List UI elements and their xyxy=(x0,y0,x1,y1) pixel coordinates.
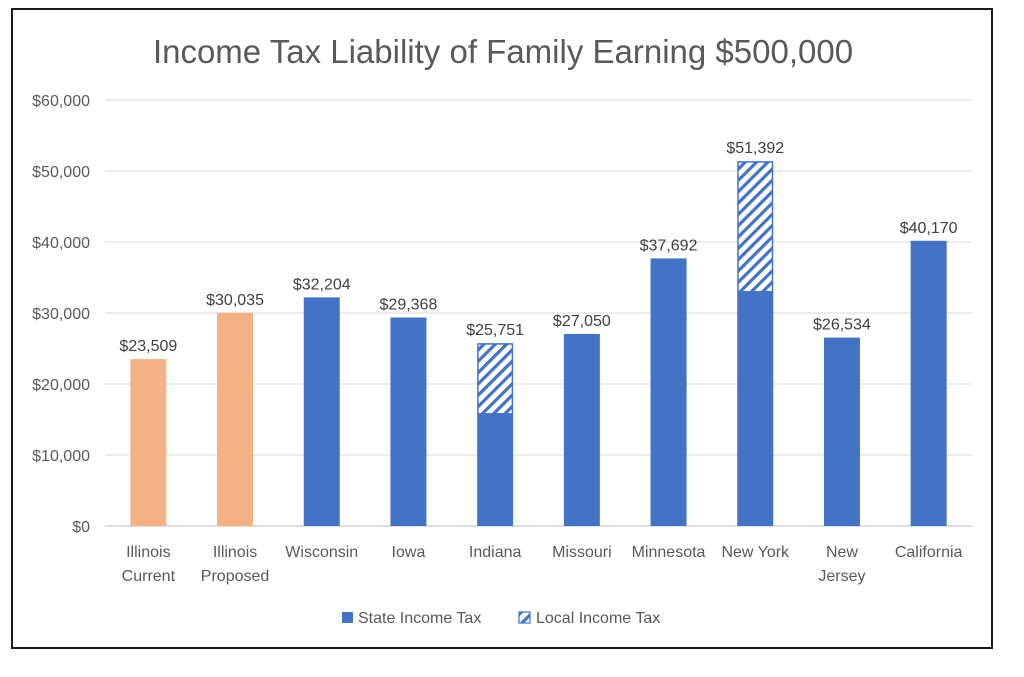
bar-local-income-tax xyxy=(477,343,514,415)
legend-swatch-local xyxy=(518,611,531,624)
category-label: Jersey xyxy=(818,568,865,585)
category-label: Missouri xyxy=(552,544,612,561)
category-labels: Illinois Current Illinois Proposed Wisconsin… xyxy=(122,544,963,585)
y-tick-label: $50,000 xyxy=(32,164,90,181)
data-label: $23,509 xyxy=(119,338,177,355)
y-tick-label: $30,000 xyxy=(32,306,90,323)
bar-local-income-tax xyxy=(737,161,774,293)
category-label: California xyxy=(895,544,963,561)
bars xyxy=(130,161,947,526)
y-axis-ticks: $0 $10,000 $20,000 $30,000 $40,000 $50,000 $60… xyxy=(32,93,90,536)
bar-state-income-tax xyxy=(303,297,340,526)
data-label: $25,751 xyxy=(466,322,524,339)
data-label: $40,170 xyxy=(900,220,958,237)
y-tick-label: $20,000 xyxy=(32,377,90,394)
data-label: $30,035 xyxy=(206,292,264,309)
chart-title: Income Tax Liability of Family Earning $… xyxy=(153,33,853,70)
category-label: Indiana xyxy=(469,544,522,561)
bar-state-income-tax xyxy=(650,258,687,526)
data-label: $29,368 xyxy=(380,296,438,313)
category-label: Current xyxy=(122,568,176,585)
legend: State Income Tax Local Income Tax xyxy=(342,610,660,627)
data-label: $51,392 xyxy=(726,140,784,157)
y-tick-label: $10,000 xyxy=(32,448,90,465)
category-label: Illinois xyxy=(126,544,170,561)
bar-state-income-tax xyxy=(737,291,774,526)
data-label: $26,534 xyxy=(813,317,871,334)
category-label: Illinois xyxy=(213,544,257,561)
bar-state-income-tax xyxy=(390,317,427,526)
category-label: New xyxy=(826,544,858,561)
category-label: Iowa xyxy=(392,544,426,561)
bar-state-income-tax xyxy=(910,240,947,526)
data-label: $27,050 xyxy=(553,313,611,330)
category-label: New York xyxy=(721,544,790,561)
y-tick-label: $60,000 xyxy=(32,93,90,110)
category-label: Proposed xyxy=(201,568,270,585)
bar-state-income-tax xyxy=(563,333,600,526)
data-labels: $23,509 $30,035 $32,204 $29,368 $25,751 $27,0… xyxy=(119,140,957,355)
bar-state-income-tax xyxy=(217,312,254,526)
y-tick-label: $40,000 xyxy=(32,235,90,252)
legend-label-state: State Income Tax xyxy=(358,610,481,627)
bar-state-income-tax xyxy=(823,337,860,526)
data-label: $37,692 xyxy=(640,237,698,254)
category-label: Wisconsin xyxy=(285,544,358,561)
chart-frame xyxy=(11,8,993,649)
data-label: $32,204 xyxy=(293,276,351,293)
legend-swatch-state xyxy=(342,612,353,623)
legend-label-local: Local Income Tax xyxy=(536,610,660,627)
category-label: Minnesota xyxy=(632,544,706,561)
bar-state-income-tax xyxy=(477,413,514,526)
y-tick-label: $0 xyxy=(72,519,90,536)
bar-state-income-tax xyxy=(130,359,167,526)
